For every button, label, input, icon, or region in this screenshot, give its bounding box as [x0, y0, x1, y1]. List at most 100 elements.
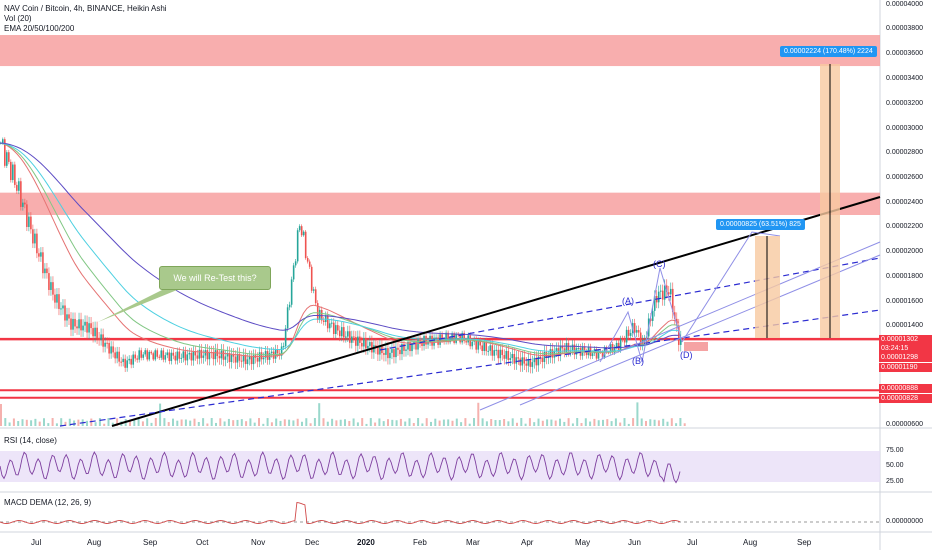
- candle-body: [152, 353, 155, 360]
- volume-bar: [649, 419, 652, 426]
- volume-bar: [344, 419, 346, 426]
- candle-body: [625, 329, 628, 343]
- x-tick-label: 2020: [357, 538, 375, 547]
- volume-bar: [339, 419, 342, 426]
- major-trendline: [111, 196, 881, 427]
- volume-bar: [404, 421, 407, 426]
- rsi-tick-label: 75.00: [886, 447, 904, 454]
- volume-bar: [468, 423, 471, 426]
- candle-body: [132, 354, 134, 365]
- candle-body: [220, 350, 223, 359]
- volume-bar: [292, 420, 295, 426]
- candle-body: [475, 339, 477, 350]
- volume-bar: [107, 418, 110, 426]
- candle-body: [481, 345, 484, 351]
- candle-body: [623, 339, 626, 343]
- volume-bar: [73, 420, 76, 426]
- volume-bar: [215, 422, 217, 426]
- volume-bar: [494, 420, 497, 426]
- y-tick-label: 0.00002400: [886, 199, 923, 206]
- price-label-current: 0.00001302: [879, 335, 932, 344]
- volume-bar: [141, 421, 144, 426]
- candle-body: [266, 351, 269, 360]
- volume-bar: [64, 421, 67, 426]
- candle-body: [549, 349, 552, 358]
- volume-bar: [460, 422, 463, 426]
- y-tick-label: 0.00004000: [886, 1, 923, 8]
- volume-bar: [77, 419, 80, 426]
- countdown-label: 03:24:15: [879, 344, 932, 353]
- candle-body: [665, 285, 668, 293]
- y-tick-label: 0.00003800: [886, 25, 923, 32]
- candle-body: [401, 343, 403, 355]
- volume-bar: [412, 423, 415, 426]
- candle-body: [172, 352, 175, 356]
- volume-bar: [632, 418, 635, 426]
- candle-body: [284, 328, 287, 347]
- y-tick-label: 0.00003400: [886, 75, 923, 82]
- channel-line: [479, 241, 881, 411]
- candle-body: [679, 337, 682, 345]
- x-tick-label: May: [575, 538, 591, 547]
- volume-bar: [352, 418, 355, 426]
- x-tick-label: Jul: [31, 538, 42, 547]
- candle-body: [545, 351, 548, 358]
- volume-bar: [163, 418, 166, 426]
- candle-body: [669, 288, 672, 295]
- candle-body: [300, 226, 303, 236]
- volume-bar: [210, 418, 213, 426]
- candle-body: [116, 351, 118, 359]
- candle-body: [234, 356, 237, 363]
- volume-bar: [245, 421, 248, 426]
- candle-body: [108, 342, 110, 354]
- candle-body: [160, 350, 163, 358]
- candle-body: [571, 344, 574, 351]
- retest-callout[interactable]: We will Re-Test this?: [159, 266, 271, 290]
- candle-body: [58, 294, 60, 309]
- volume-bar: [17, 421, 20, 426]
- candle-body: [531, 362, 534, 367]
- volume-bar: [202, 418, 205, 426]
- candle-body: [26, 204, 28, 227]
- measure-label-1[interactable]: 0.00000825 (63.51%) 825: [716, 219, 805, 230]
- candle-body: [230, 354, 233, 363]
- candle-body: [361, 342, 363, 347]
- candle-body: [28, 216, 30, 227]
- volume-bar: [322, 418, 325, 426]
- candle-body: [242, 354, 245, 362]
- candle-body: [200, 349, 203, 358]
- price-label-support-4: 0.00000828: [879, 394, 932, 403]
- x-tick-label: Aug: [743, 538, 758, 547]
- candle-body: [338, 330, 341, 337]
- candle-body: [22, 202, 24, 207]
- volume-bar: [249, 418, 252, 426]
- candle-body: [601, 351, 604, 358]
- volume-bar: [464, 418, 467, 426]
- candle-body: [34, 233, 36, 244]
- candle-body: [629, 333, 632, 336]
- volume-bar: [365, 423, 368, 426]
- candle-body: [260, 352, 263, 360]
- candle-body: [505, 350, 508, 359]
- candle-body: [16, 184, 18, 191]
- volume-bar: [279, 420, 282, 426]
- candle-body: [367, 345, 369, 349]
- volume-bar: [43, 418, 45, 426]
- candle-body: [52, 282, 54, 295]
- volume-bar: [627, 423, 630, 426]
- candle-body: [118, 351, 120, 362]
- candle-body: [515, 357, 518, 364]
- volume-bar: [442, 419, 445, 426]
- candle-body: [503, 355, 506, 359]
- candle-body: [20, 181, 22, 207]
- candle-body: [489, 345, 492, 351]
- volume-bar: [68, 418, 71, 426]
- candle-body: [192, 351, 195, 361]
- volume-bar: [485, 421, 488, 426]
- candle-body: [244, 354, 247, 365]
- volume-bar: [206, 423, 209, 426]
- measure-label-2[interactable]: 0.00002224 (170.48%) 2224: [780, 46, 877, 57]
- x-tick-label: Jul: [687, 538, 698, 547]
- volume-bar: [103, 423, 106, 426]
